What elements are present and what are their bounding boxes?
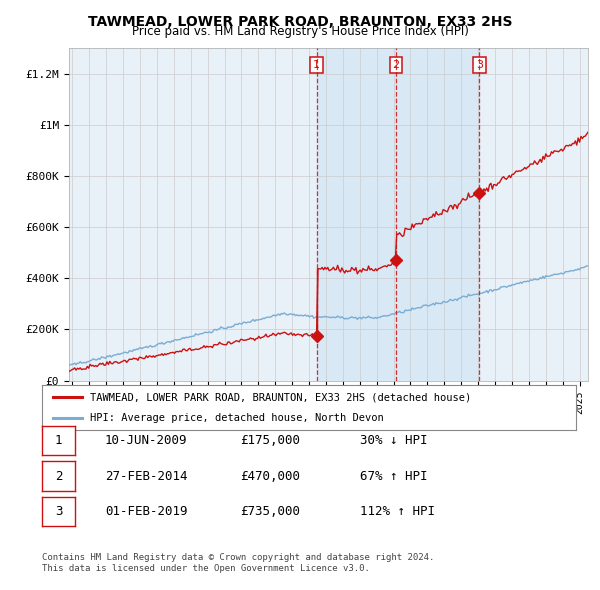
Bar — [317, 48, 479, 381]
Text: Contains HM Land Registry data © Crown copyright and database right 2024.: Contains HM Land Registry data © Crown c… — [42, 553, 434, 562]
Text: This data is licensed under the Open Government Licence v3.0.: This data is licensed under the Open Gov… — [42, 564, 370, 573]
Text: 112% ↑ HPI: 112% ↑ HPI — [360, 505, 435, 518]
Text: HPI: Average price, detached house, North Devon: HPI: Average price, detached house, Nort… — [90, 414, 384, 423]
Text: 2: 2 — [55, 470, 62, 483]
Text: £470,000: £470,000 — [240, 470, 300, 483]
Text: 2: 2 — [392, 60, 400, 70]
Text: 67% ↑ HPI: 67% ↑ HPI — [360, 470, 427, 483]
Text: 3: 3 — [476, 60, 483, 70]
Text: 10-JUN-2009: 10-JUN-2009 — [105, 434, 187, 447]
Text: 1: 1 — [313, 60, 320, 70]
Text: Price paid vs. HM Land Registry's House Price Index (HPI): Price paid vs. HM Land Registry's House … — [131, 25, 469, 38]
Text: TAWMEAD, LOWER PARK ROAD, BRAUNTON, EX33 2HS: TAWMEAD, LOWER PARK ROAD, BRAUNTON, EX33… — [88, 15, 512, 29]
Text: TAWMEAD, LOWER PARK ROAD, BRAUNTON, EX33 2HS (detached house): TAWMEAD, LOWER PARK ROAD, BRAUNTON, EX33… — [90, 392, 472, 402]
Text: 30% ↓ HPI: 30% ↓ HPI — [360, 434, 427, 447]
Text: 1: 1 — [55, 434, 62, 447]
Text: 3: 3 — [55, 505, 62, 518]
Text: £175,000: £175,000 — [240, 434, 300, 447]
Text: £735,000: £735,000 — [240, 505, 300, 518]
Text: 27-FEB-2014: 27-FEB-2014 — [105, 470, 187, 483]
Text: 01-FEB-2019: 01-FEB-2019 — [105, 505, 187, 518]
